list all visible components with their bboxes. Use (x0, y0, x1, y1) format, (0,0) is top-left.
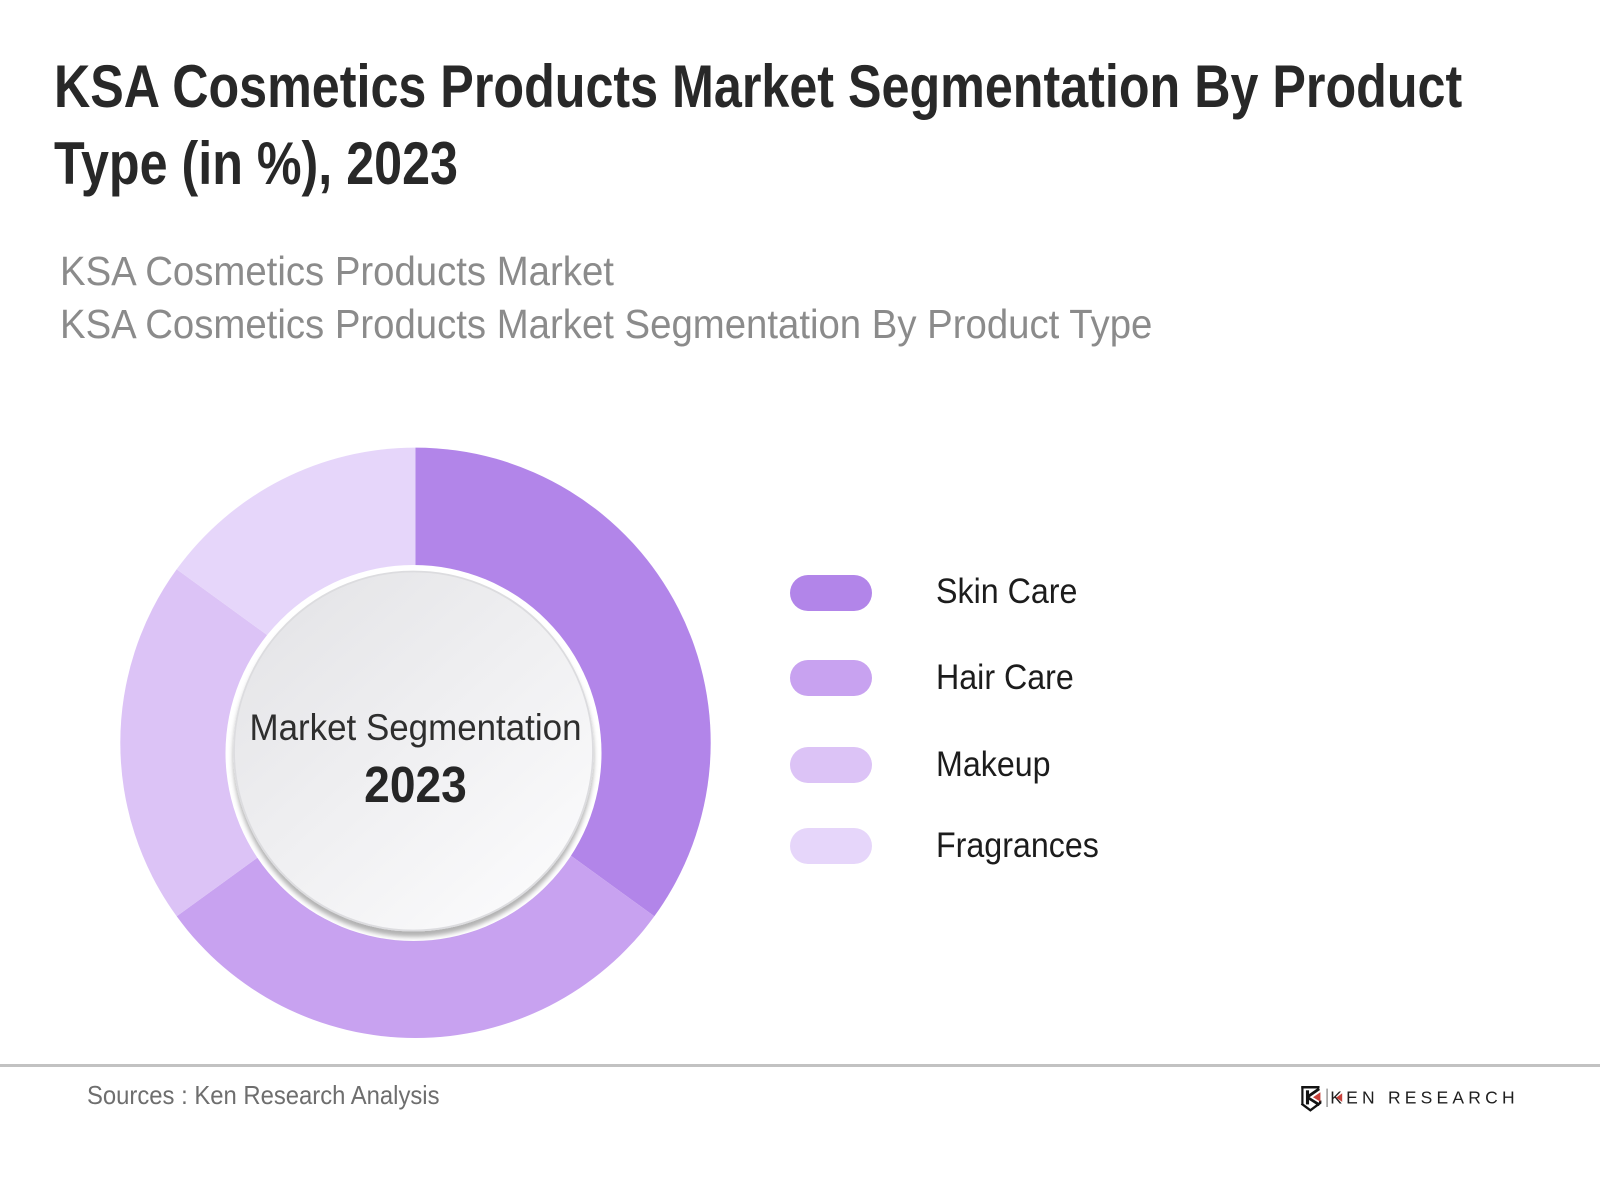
svg-text:KEN RESEARCH: KEN RESEARCH (1330, 1088, 1519, 1108)
